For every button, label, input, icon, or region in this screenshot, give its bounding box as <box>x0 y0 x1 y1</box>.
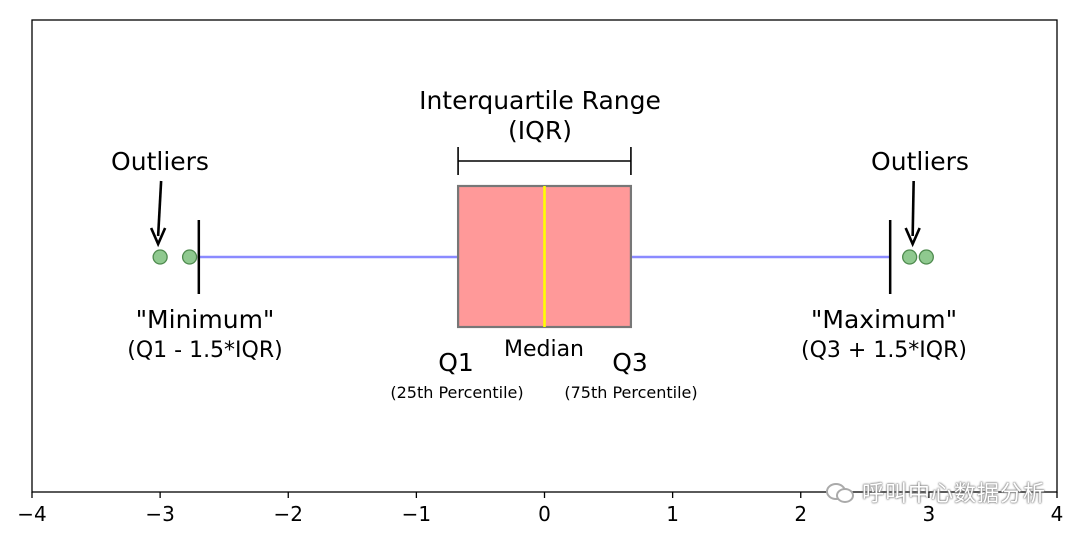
q3-label: Q3 <box>612 348 648 377</box>
x-tick-label: −3 <box>145 502 174 526</box>
x-tick-label: −4 <box>17 502 46 526</box>
q3-sublabel: (75th Percentile) <box>564 383 697 402</box>
x-tick-label: 4 <box>1051 502 1064 526</box>
minimum-title: "Minimum" <box>136 305 275 334</box>
x-tick-label: 2 <box>794 502 807 526</box>
outlier-arrows <box>149 180 921 248</box>
maximum-subtitle: (Q3 + 1.5*IQR) <box>801 338 967 363</box>
wechat-icon <box>825 481 856 503</box>
watermark-text: 呼叫中心数据分析 <box>861 482 1046 507</box>
arrow-head <box>149 227 167 248</box>
median-label: Median <box>504 337 584 362</box>
maximum-title: "Maximum" <box>811 305 957 334</box>
minimum-subtitle: (Q1 - 1.5*IQR) <box>127 338 282 363</box>
x-tick-label: 3 <box>923 502 936 526</box>
x-tick-label: −1 <box>402 502 431 526</box>
q1-label: Q1 <box>438 348 474 377</box>
outliers-left-label: Outliers <box>111 147 209 176</box>
iqr-subtitle: (IQR) <box>508 116 572 145</box>
outlier-point <box>902 249 918 265</box>
outlier-point <box>918 249 934 265</box>
arrow-head <box>904 227 921 248</box>
outlier-point <box>152 249 168 265</box>
x-tick-label: 0 <box>538 502 551 526</box>
q1-sublabel: (25th Percentile) <box>390 383 523 402</box>
arrow-shaft <box>911 180 915 237</box>
watermark: 呼叫中心数据分析 <box>825 476 1046 508</box>
outlier-point <box>181 249 198 265</box>
x-axis: −4 −3 −2 −1 0 1 2 3 4 <box>17 492 1063 526</box>
iqr-title: Interquartile Range <box>419 86 661 115</box>
arrow-shaft <box>156 180 163 237</box>
outliers-right-label: Outliers <box>871 147 969 176</box>
x-tick-label: 1 <box>666 502 679 526</box>
outlier-points <box>152 249 934 265</box>
x-tick-label: −2 <box>274 502 303 526</box>
